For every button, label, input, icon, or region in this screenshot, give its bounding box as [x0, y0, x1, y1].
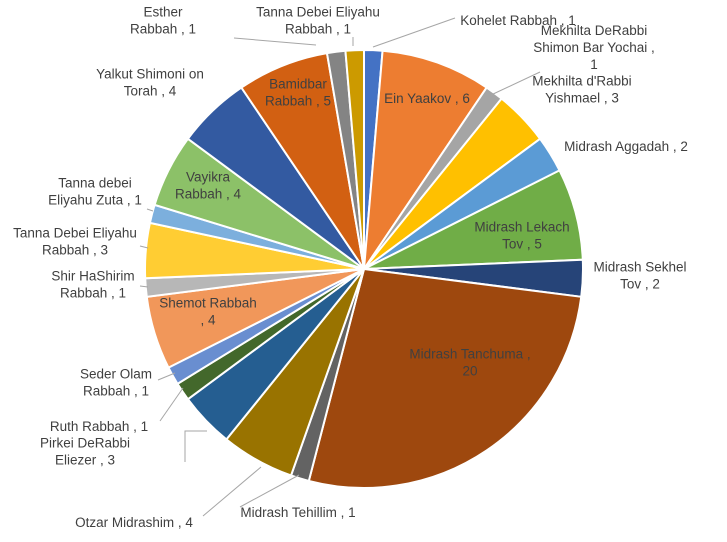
data-label: Shir HaShirim Rabbah , 1 — [51, 269, 134, 301]
leader-line — [233, 37, 317, 46]
data-label: Midrash Lekach Tov , 5 — [474, 220, 569, 252]
data-label: Mekhilta d'Rabbi Yishmael , 3 — [532, 74, 631, 106]
data-label: Seder Olam Rabbah , 1 — [80, 367, 152, 399]
data-label: Tanna Debei Eliyahu Rabbah , 3 — [13, 226, 137, 258]
data-label: Otzar Midrashim , 4 — [75, 515, 193, 530]
data-label: Mekhilta DeRabbi Shimon Bar Yochai ,1 — [533, 23, 655, 72]
data-label: Yalkut Shimoni on Torah , 4 — [96, 67, 204, 99]
data-label: Bamidbar Rabbah , 5 — [265, 77, 331, 109]
data-label: Tanna debei Eliyahu Zuta , 1 — [48, 176, 142, 208]
data-label: Midrash Tehillim , 1 — [240, 505, 355, 520]
data-label: Vayikra Rabbah , 4 — [175, 170, 242, 202]
leader-line — [184, 430, 207, 462]
data-label: Kohelet Rabbah , 1 — [460, 13, 576, 28]
leader-line — [372, 17, 456, 48]
leader-line — [239, 474, 300, 508]
pie-slice-midrash-tanchuma — [307, 267, 583, 489]
leader-line — [157, 372, 176, 381]
pie-slices — [144, 48, 584, 489]
leader-line — [139, 285, 149, 288]
leader-line — [139, 245, 149, 249]
data-label: Midrash Tanchuma , 20 — [409, 347, 530, 379]
pie-slice-tanna-debei-eliyahu-rabbah — [344, 48, 365, 270]
leader-line — [202, 466, 262, 517]
leader-lines — [139, 17, 541, 517]
data-label: Ruth Rabbah , 1 — [50, 419, 148, 434]
data-labels: Kohelet Rabbah , 1 Ein Yaakov , 6 Mekhilta… — [13, 5, 688, 531]
leader-line — [159, 387, 184, 422]
data-label: Esther Rabbah , 1 — [130, 5, 196, 37]
data-label: Tanna Debei Eliyahu Rabbah , 1 — [256, 5, 380, 37]
pie-slice-ein-yaakov — [362, 49, 489, 273]
data-label: Midrash Aggadah , 2 — [564, 139, 688, 154]
data-label: Ein Yaakov , 6 — [384, 91, 470, 106]
data-label: Midrash Sekhel Tov , 2 — [593, 260, 686, 292]
data-label: Shemot Rabbah, 4 — [159, 296, 257, 328]
leader-line — [146, 208, 154, 212]
leader-line — [490, 71, 541, 96]
data-label: Pirkei DeRabbi Eliezer , 3 — [40, 436, 130, 468]
